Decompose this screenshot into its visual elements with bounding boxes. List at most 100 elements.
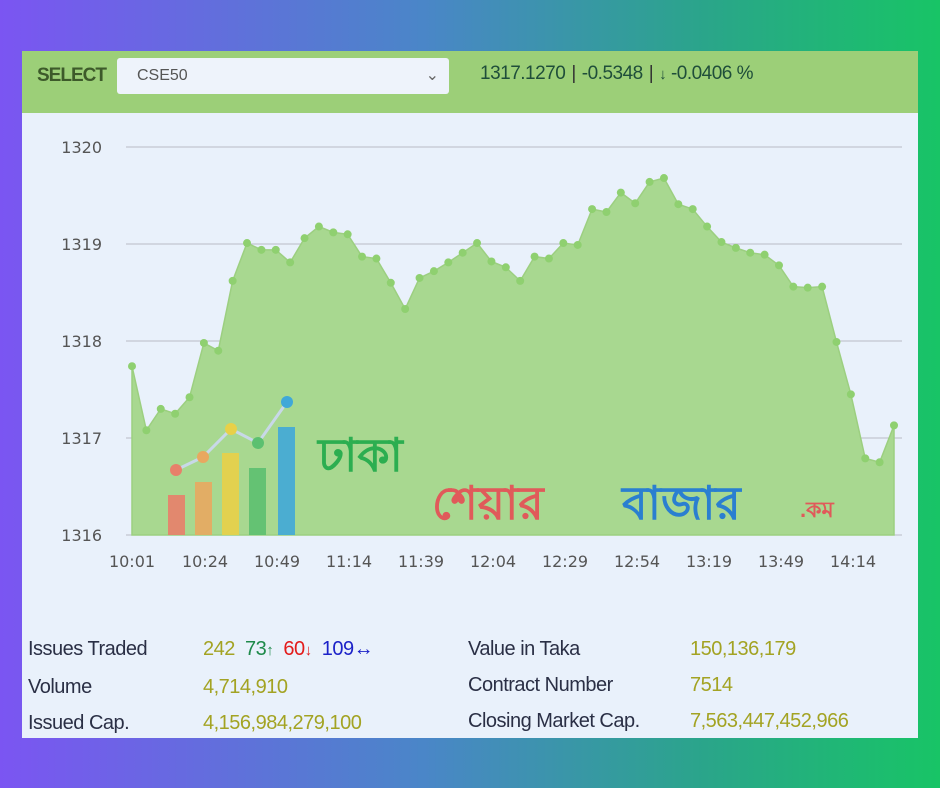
data-point	[156, 404, 165, 413]
issues-up: 73	[245, 638, 267, 660]
data-point	[142, 426, 151, 435]
x-tick-label: 13:49	[758, 552, 804, 571]
logo-bar	[168, 495, 185, 535]
down-arrow-icon: ↓	[304, 642, 313, 659]
data-point	[774, 261, 783, 270]
data-point	[588, 205, 597, 214]
data-point	[343, 230, 352, 239]
header-bar: SELECT CSE50 ⌄ 1317.1270 | -0.5348 | ↓ -0.04…	[22, 51, 918, 113]
issued-cap-label: Issued Cap.	[28, 712, 130, 734]
issues-unchanged: 109	[321, 638, 354, 660]
index-chart: 1320 1319 1318 1317 1316 10:01 10:24 10:49 11:14…	[61, 138, 902, 571]
logo-text-com: .কম	[800, 497, 835, 522]
index-quote: 1317.1270 | -0.5348 | ↓ -0.0406 %	[480, 63, 754, 84]
data-point	[616, 188, 625, 197]
data-point	[803, 283, 812, 292]
logo-text-dhaka: ঢাকা	[316, 429, 405, 481]
data-point	[760, 250, 769, 259]
data-point	[846, 390, 855, 399]
y-tick-label: 1320	[61, 138, 102, 157]
x-tick-label: 12:54	[614, 552, 660, 571]
data-point	[228, 276, 237, 285]
contract-label: Contract Number	[468, 674, 613, 696]
data-point	[401, 304, 410, 313]
data-point	[214, 346, 223, 355]
x-tick-label: 14:14	[830, 552, 876, 571]
logo-text-share: শেয়ার	[432, 477, 545, 529]
logo-bar	[222, 453, 239, 535]
unchanged-arrow-icon: ↔	[353, 638, 374, 660]
logo-bar	[195, 482, 212, 535]
data-point	[386, 278, 395, 287]
x-tick-label: 12:04	[470, 552, 516, 571]
x-tick-label: 10:01	[109, 552, 155, 571]
closing-cap-value: 7,563,447,452,966	[690, 710, 849, 732]
x-tick-label: 13:19	[686, 552, 732, 571]
logo-bar	[278, 427, 295, 535]
logo-text-bazar: বাজার	[620, 477, 742, 529]
data-point	[631, 199, 640, 208]
logo-dot	[225, 423, 237, 435]
closing-cap-label: Closing Market Cap.	[468, 710, 640, 732]
data-point	[358, 252, 367, 261]
x-tick-label: 10:49	[254, 552, 300, 571]
chevron-down-icon: ⌄	[425, 67, 439, 84]
logo-dot	[252, 437, 264, 449]
data-point	[703, 222, 712, 231]
data-point	[243, 239, 252, 248]
data-point	[444, 258, 453, 267]
index-card: SELECT CSE50 ⌄ 1317.1270 | -0.5348 | ↓ -0.04…	[22, 51, 918, 738]
y-tick-label: 1319	[61, 235, 102, 254]
data-point	[659, 174, 668, 183]
data-point	[286, 258, 295, 267]
data-point	[818, 282, 827, 291]
data-point	[415, 273, 424, 282]
data-point	[329, 228, 338, 237]
data-point	[271, 245, 280, 254]
stats-left: Issues Traded 242 73↑ 60↓ 109↔ Volume 4,71…	[28, 631, 374, 741]
up-arrow-icon: ↑	[266, 642, 274, 659]
data-point	[458, 248, 467, 257]
volume-value: 4,714,910	[203, 676, 288, 698]
data-point	[789, 282, 798, 291]
index-select[interactable]: CSE50 ⌄	[117, 58, 449, 94]
data-point	[185, 393, 194, 402]
data-point	[516, 276, 525, 285]
selected-index: CSE50	[137, 67, 188, 84]
x-tick-label: 11:14	[326, 552, 372, 571]
value-taka: 150,136,179	[690, 638, 796, 660]
issues-traded-label: Issues Traded	[28, 638, 148, 660]
logo-bar	[249, 468, 266, 535]
logo-dot	[281, 396, 293, 408]
index-change-pct: -0.0406 %	[670, 63, 754, 84]
index-change: -0.5348	[581, 63, 643, 84]
data-point	[473, 239, 482, 248]
issues-total: 242	[203, 638, 235, 660]
data-point	[171, 409, 180, 418]
data-point	[559, 239, 568, 248]
data-point	[674, 200, 683, 209]
logo-dot	[170, 464, 182, 476]
data-point	[128, 362, 136, 371]
x-tick-label: 11:39	[398, 552, 444, 571]
data-point	[573, 240, 582, 249]
data-point	[746, 248, 755, 257]
data-point	[832, 337, 841, 346]
data-point	[530, 252, 539, 261]
data-point	[875, 458, 884, 467]
data-point	[300, 234, 309, 243]
data-point	[372, 254, 381, 263]
x-tick-label: 10:24	[182, 552, 228, 571]
y-tick-label: 1316	[61, 526, 102, 545]
data-point	[645, 177, 654, 186]
volume-label: Volume	[28, 676, 92, 698]
data-point	[602, 207, 611, 216]
y-tick-label: 1318	[61, 332, 102, 351]
down-arrow-icon: ↓	[659, 66, 667, 83]
issued-cap-value: 4,156,984,279,100	[203, 712, 362, 734]
data-point	[717, 238, 726, 247]
x-tick-label: 12:29	[542, 552, 588, 571]
data-point	[544, 254, 553, 263]
data-point	[257, 245, 266, 254]
value-taka-label: Value in Taka	[468, 638, 580, 660]
